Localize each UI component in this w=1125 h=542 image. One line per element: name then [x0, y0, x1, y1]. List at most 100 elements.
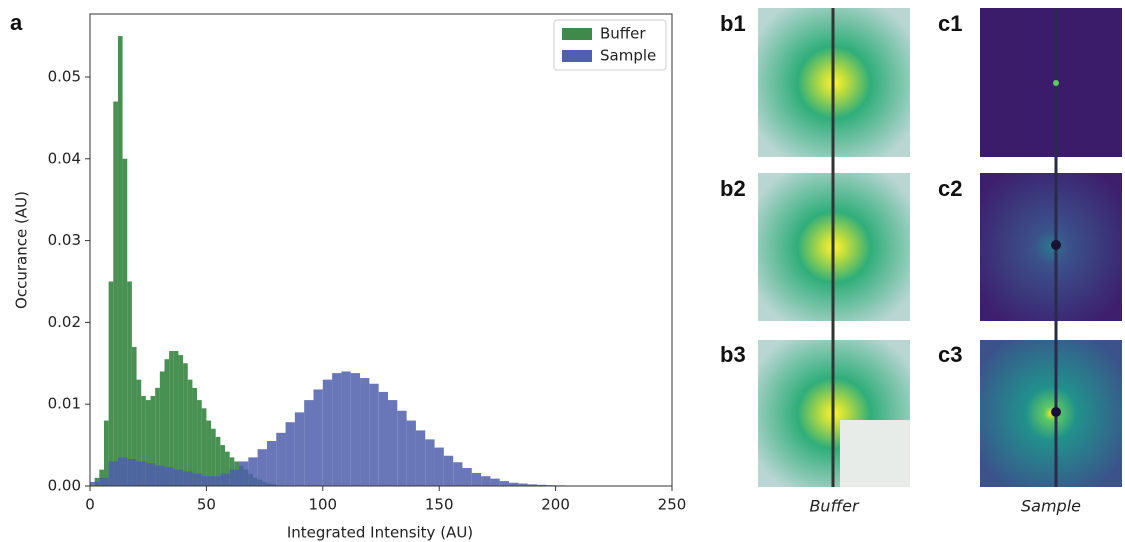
- bar: [220, 445, 226, 486]
- x-axis-label: Integrated Intensity (AU): [287, 524, 473, 542]
- bar: [169, 351, 174, 486]
- legend-label: Buffer: [600, 25, 646, 43]
- bar: [229, 469, 239, 486]
- bar: [443, 455, 454, 486]
- image: [980, 8, 1122, 157]
- x-tick-label: 200: [541, 496, 570, 514]
- bar: [197, 400, 202, 486]
- bar: [387, 400, 398, 486]
- bar: [164, 467, 174, 486]
- panel-label: b3: [720, 342, 746, 367]
- legend-label: Sample: [600, 47, 656, 65]
- bar: [103, 420, 109, 486]
- bar: [434, 447, 444, 486]
- y-tick-label: 0.02: [48, 313, 81, 331]
- bar: [127, 459, 137, 486]
- bar: [341, 371, 351, 486]
- legend-swatch: [562, 28, 592, 40]
- panel-label: c2: [938, 176, 962, 201]
- bar: [108, 281, 114, 486]
- legend-swatch: [562, 50, 592, 62]
- bar: [527, 484, 537, 486]
- bar: [173, 351, 179, 486]
- bar: [257, 449, 267, 486]
- bar: [122, 158, 128, 487]
- y-tick-label: 0.05: [48, 67, 81, 85]
- bar: [164, 359, 170, 486]
- panel-label: c1: [938, 11, 962, 36]
- x-tick-label: 0: [85, 496, 95, 514]
- bar: [453, 462, 463, 486]
- images: [758, 8, 1122, 487]
- bar: [518, 483, 528, 486]
- bar: [136, 461, 146, 486]
- bar: [206, 420, 212, 486]
- bar: [211, 428, 216, 486]
- caption: Sample: [1021, 497, 1081, 516]
- x-tick-label: 100: [308, 496, 337, 514]
- bar: [183, 471, 193, 486]
- bar: [406, 420, 416, 486]
- bar: [127, 281, 132, 486]
- bar: [211, 476, 221, 486]
- bar: [322, 379, 333, 486]
- beam-center: [1051, 240, 1061, 250]
- bar: [509, 482, 519, 486]
- bar: [397, 410, 407, 486]
- bar: [481, 476, 491, 486]
- bar: [238, 461, 249, 486]
- bar: [136, 379, 142, 486]
- bar: [285, 422, 295, 486]
- bar: [113, 101, 118, 486]
- x-tick-label: 250: [658, 496, 687, 514]
- bar: [313, 389, 323, 486]
- bar: [490, 478, 500, 486]
- bar: [192, 387, 198, 486]
- panel-label: b2: [720, 176, 746, 201]
- bar: [150, 396, 156, 486]
- beam-center: [1051, 407, 1061, 417]
- bar: [499, 481, 510, 486]
- x-tick-label: 150: [425, 496, 454, 514]
- bar: [415, 430, 426, 486]
- bar: [248, 457, 258, 486]
- bar: [294, 412, 305, 486]
- bar: [159, 371, 165, 486]
- bar: [155, 465, 165, 486]
- beam-center: [1053, 80, 1059, 86]
- bar: [117, 36, 123, 486]
- bar: [145, 400, 151, 486]
- bar: [360, 378, 370, 486]
- bar: [215, 436, 221, 486]
- bar: [131, 346, 137, 486]
- bar: [225, 451, 230, 486]
- y-tick-label: 0.00: [48, 477, 81, 495]
- bar: [173, 469, 184, 486]
- bar: [332, 373, 342, 486]
- bar: [304, 400, 314, 486]
- image: [980, 173, 1122, 321]
- bar: [471, 472, 482, 486]
- bar: [145, 463, 156, 486]
- y-tick-label: 0.03: [48, 231, 81, 249]
- y-axis-label: Occurance (AU): [13, 191, 31, 309]
- bar: [201, 408, 207, 486]
- x-tick-label: 50: [197, 496, 216, 514]
- bar: [536, 484, 547, 486]
- bar: [155, 387, 160, 486]
- bar: [350, 373, 361, 486]
- bar: [378, 391, 388, 486]
- bar: [192, 473, 202, 486]
- bar: [266, 441, 277, 486]
- bar: [117, 457, 128, 486]
- bar: [108, 461, 118, 486]
- bar: [99, 477, 109, 486]
- image-region: [840, 420, 910, 487]
- panel-label: c3: [938, 342, 962, 367]
- y-tick-label: 0.04: [48, 149, 81, 167]
- image: [980, 340, 1122, 487]
- caption: Buffer: [809, 497, 860, 516]
- plot-frame: [89, 13, 673, 487]
- panel-label: a: [10, 10, 23, 35]
